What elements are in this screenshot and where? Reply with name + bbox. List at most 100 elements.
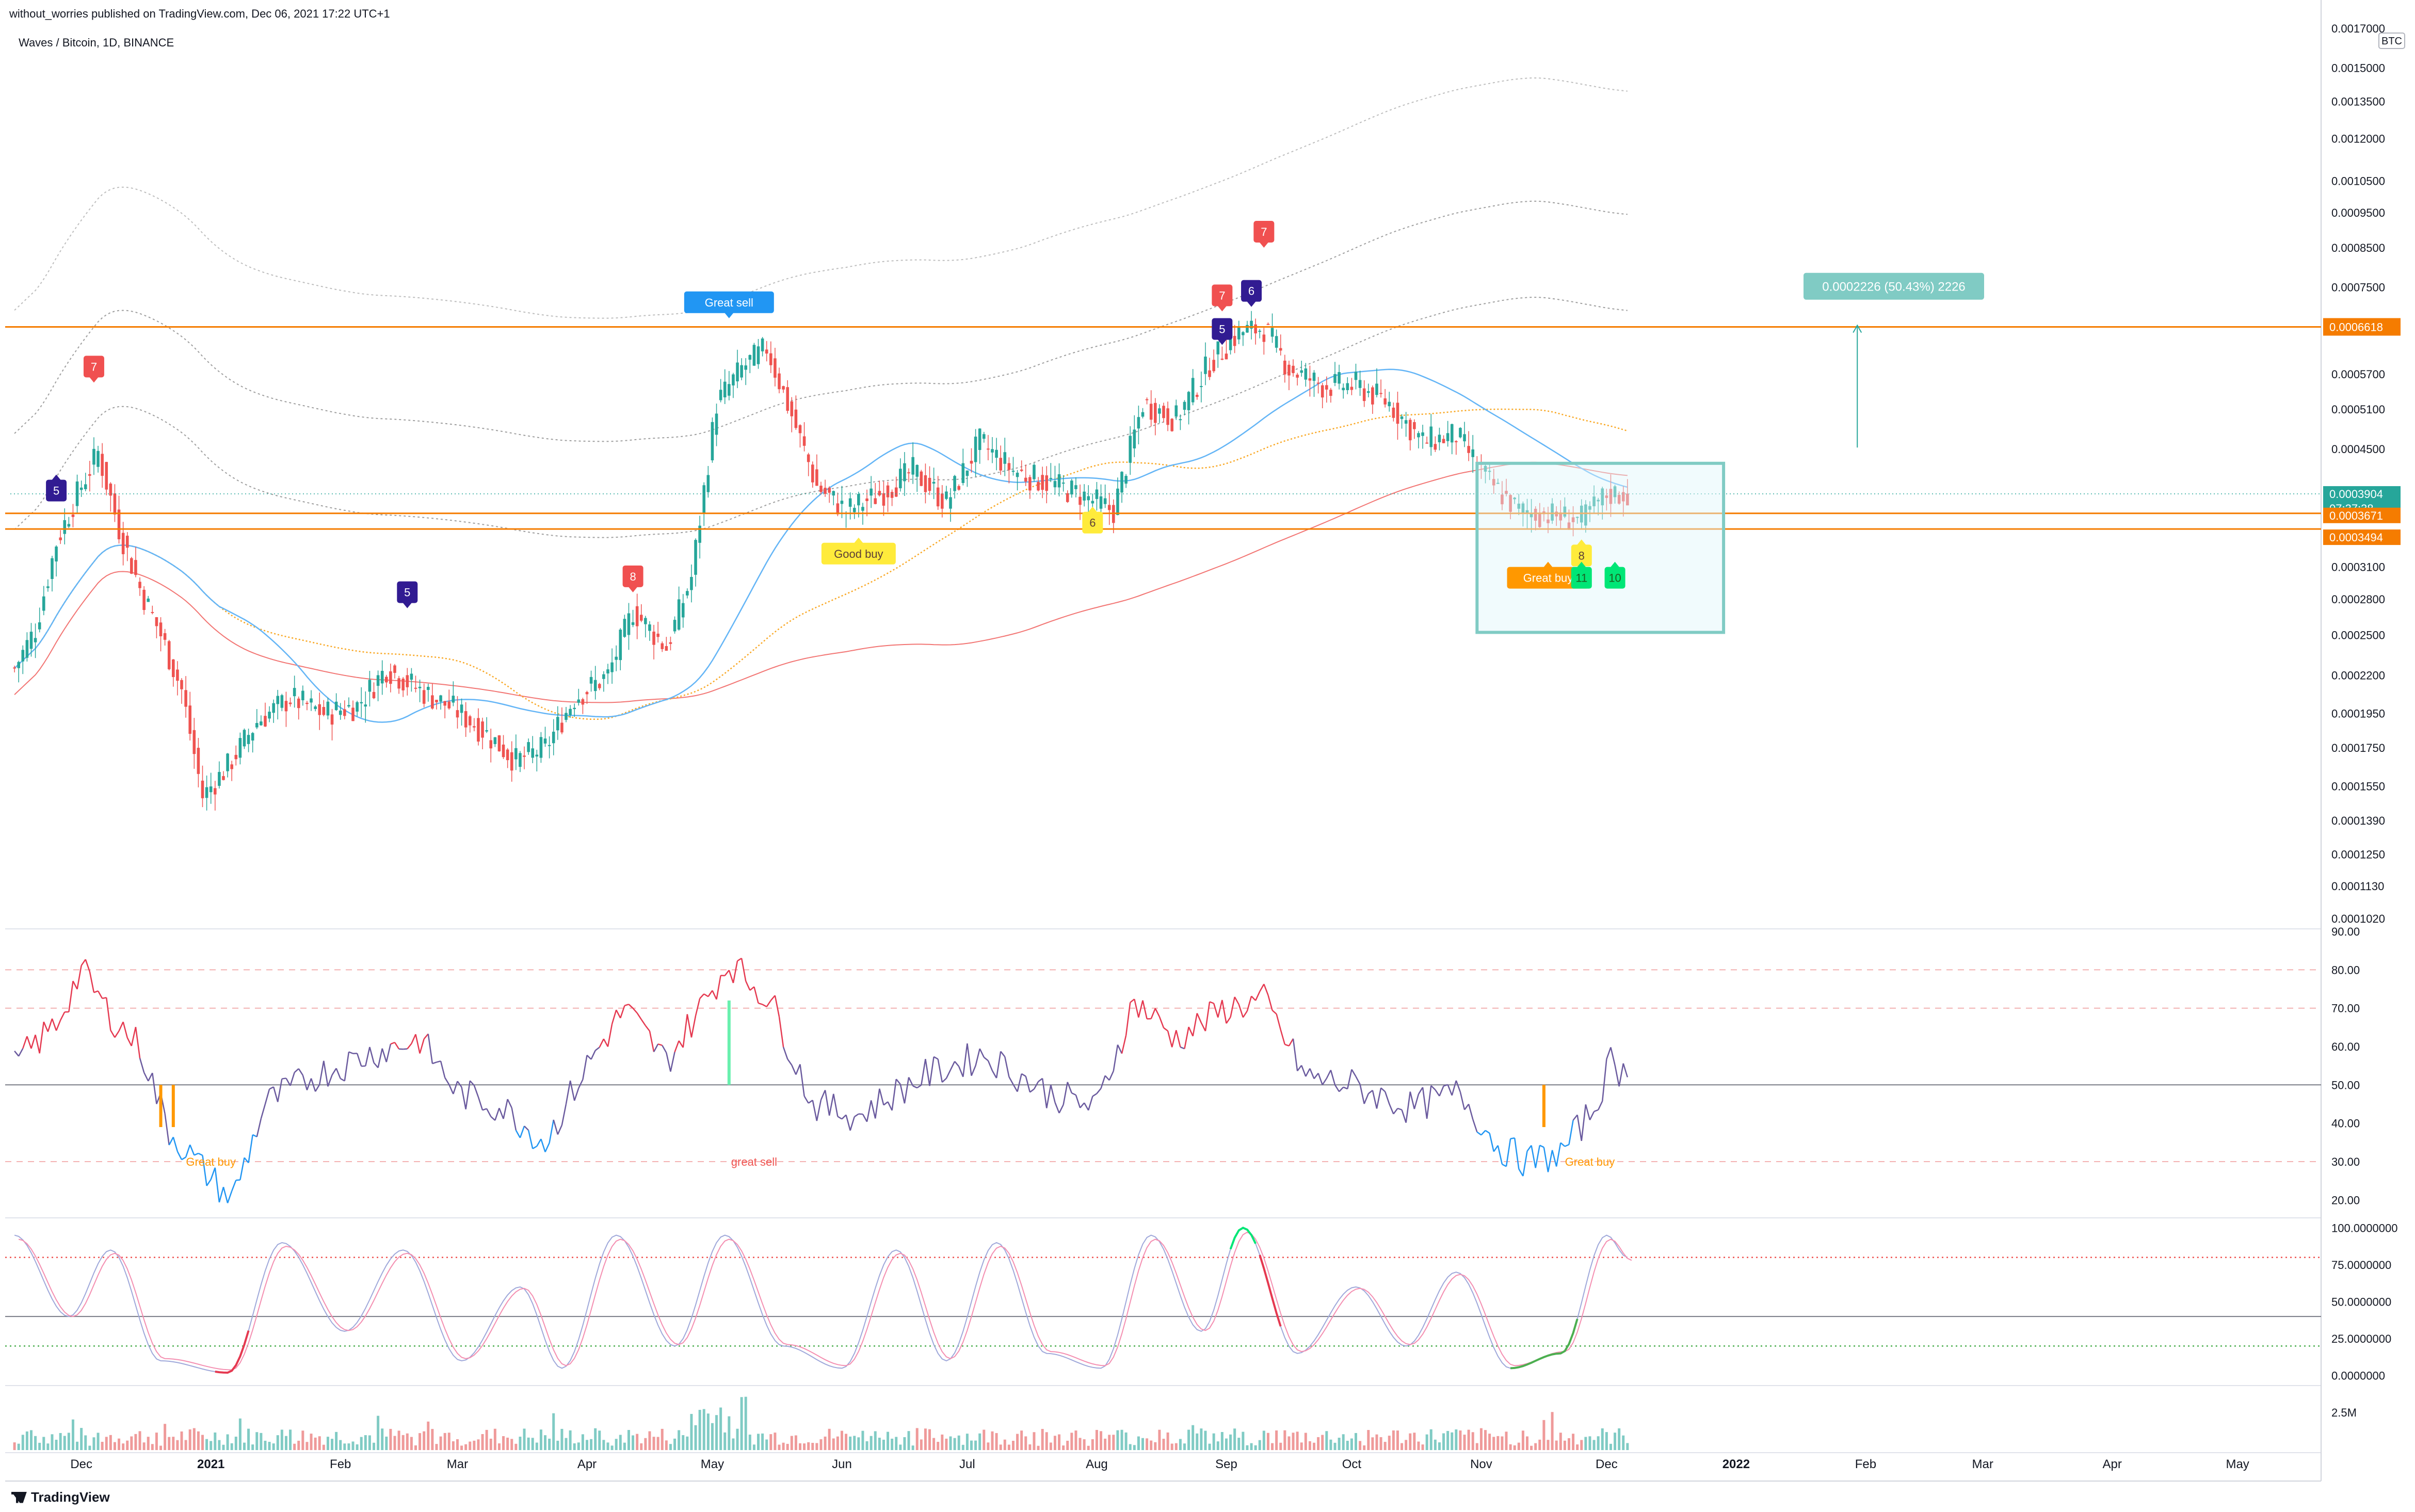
price-tick-label: 0.0009500 bbox=[2331, 206, 2385, 219]
volume-bar bbox=[819, 1439, 823, 1450]
candle bbox=[539, 732, 543, 763]
rsi-segment bbox=[1226, 1017, 1231, 1024]
rsi-segment bbox=[1217, 1000, 1223, 1018]
candle-body bbox=[1041, 475, 1044, 490]
rsi-segment bbox=[908, 1077, 914, 1086]
rsi-segment bbox=[1489, 1133, 1494, 1152]
volume-bar bbox=[1479, 1428, 1483, 1450]
volume-bar bbox=[289, 1429, 292, 1450]
rsi-segment bbox=[1326, 1070, 1332, 1079]
signal-label-text: 7 bbox=[1261, 226, 1267, 238]
volume-bar bbox=[686, 1436, 689, 1450]
candle-body bbox=[201, 780, 204, 798]
candle bbox=[715, 404, 718, 446]
rsi-segment bbox=[440, 1060, 446, 1078]
volume-bar bbox=[757, 1434, 760, 1450]
signal-label: 10 bbox=[1604, 561, 1625, 589]
volume-bar bbox=[151, 1444, 154, 1450]
rsi-segment bbox=[1585, 1104, 1591, 1120]
stoch-signal-highlight bbox=[1259, 1254, 1282, 1327]
rsi-segment bbox=[377, 1048, 383, 1068]
candle bbox=[356, 700, 359, 717]
candle bbox=[832, 490, 835, 506]
candle-body bbox=[882, 493, 886, 506]
rsi-segment bbox=[1564, 1144, 1569, 1147]
currency-badge: BTC bbox=[2378, 33, 2405, 49]
rsi-segment bbox=[1476, 1131, 1482, 1136]
tradingview-logo[interactable]: TradingView bbox=[11, 1489, 110, 1505]
candle bbox=[418, 679, 422, 702]
volume-bar bbox=[1505, 1431, 1508, 1450]
candle-body bbox=[234, 754, 238, 760]
candle bbox=[188, 691, 192, 741]
rsi-segment bbox=[1572, 1114, 1578, 1121]
volume-bar bbox=[1547, 1440, 1550, 1450]
candle bbox=[936, 476, 940, 510]
candle-body bbox=[25, 640, 29, 658]
candle-body bbox=[652, 631, 655, 645]
signal-label: 5 bbox=[397, 581, 418, 608]
candle-body bbox=[101, 454, 104, 476]
candle-body bbox=[347, 705, 350, 707]
candle-body bbox=[706, 475, 710, 492]
rsi-segment bbox=[1180, 1046, 1185, 1050]
volume-bar bbox=[234, 1436, 237, 1450]
candle bbox=[318, 693, 321, 730]
candle-body bbox=[1304, 368, 1308, 380]
candle bbox=[1383, 389, 1387, 408]
signal-label-bg bbox=[1571, 544, 1592, 567]
volume-bar bbox=[728, 1416, 731, 1450]
rsi-segment bbox=[1251, 995, 1257, 1001]
candle bbox=[1371, 385, 1374, 414]
candle bbox=[21, 645, 25, 674]
rsi-segment bbox=[824, 1090, 830, 1116]
candle-body bbox=[1074, 485, 1077, 489]
candle bbox=[142, 586, 146, 615]
rsi-segment bbox=[1246, 996, 1252, 1011]
rsi-segment bbox=[958, 1066, 964, 1077]
candle bbox=[602, 671, 605, 692]
candle bbox=[790, 397, 794, 432]
candle bbox=[385, 674, 388, 688]
signal-label-bg bbox=[46, 479, 67, 502]
candle bbox=[1584, 500, 1587, 533]
candle bbox=[681, 594, 685, 628]
rsi-segment bbox=[916, 1084, 922, 1089]
rsi-segment bbox=[1418, 1087, 1424, 1095]
measure-label-text: 0.0002226 (50.43%) 2226 bbox=[1822, 280, 1966, 294]
price-tick-label: 0.0001950 bbox=[2331, 707, 2385, 720]
candle bbox=[953, 475, 956, 499]
rsi-segment bbox=[594, 1047, 600, 1051]
candle-body bbox=[991, 449, 994, 453]
volume-bar bbox=[138, 1431, 141, 1450]
rsi-segment bbox=[323, 1060, 329, 1087]
candle bbox=[314, 705, 317, 712]
rsi-segment bbox=[1138, 1000, 1144, 1018]
rsi-segment bbox=[1355, 1076, 1361, 1085]
volume-bar bbox=[1179, 1439, 1182, 1450]
rsi-segment bbox=[1188, 1026, 1194, 1037]
candle-body bbox=[159, 622, 163, 637]
candle bbox=[903, 452, 906, 496]
rsi-segment bbox=[686, 1014, 693, 1038]
candle bbox=[794, 395, 798, 430]
volume-bar bbox=[456, 1439, 459, 1450]
volume-bar bbox=[1597, 1436, 1600, 1450]
candle bbox=[364, 691, 367, 723]
volume-bar bbox=[210, 1441, 213, 1450]
symbol-title[interactable]: Waves / Bitcoin, 1D, BINANCE bbox=[19, 36, 174, 49]
rsi-segment bbox=[93, 990, 99, 993]
volume-bar bbox=[928, 1429, 931, 1450]
candle-body bbox=[965, 470, 969, 476]
price-tick-label: 0.0007500 bbox=[2331, 281, 2385, 294]
rsi-segment bbox=[799, 1064, 805, 1097]
candle bbox=[723, 369, 727, 404]
candle bbox=[878, 480, 881, 497]
signal-label: 5 bbox=[1212, 318, 1233, 345]
candle-body bbox=[1459, 428, 1462, 438]
candle-body bbox=[1501, 494, 1504, 505]
candle-body bbox=[180, 680, 183, 689]
candle-body bbox=[987, 448, 990, 450]
candle-body bbox=[1362, 388, 1366, 401]
